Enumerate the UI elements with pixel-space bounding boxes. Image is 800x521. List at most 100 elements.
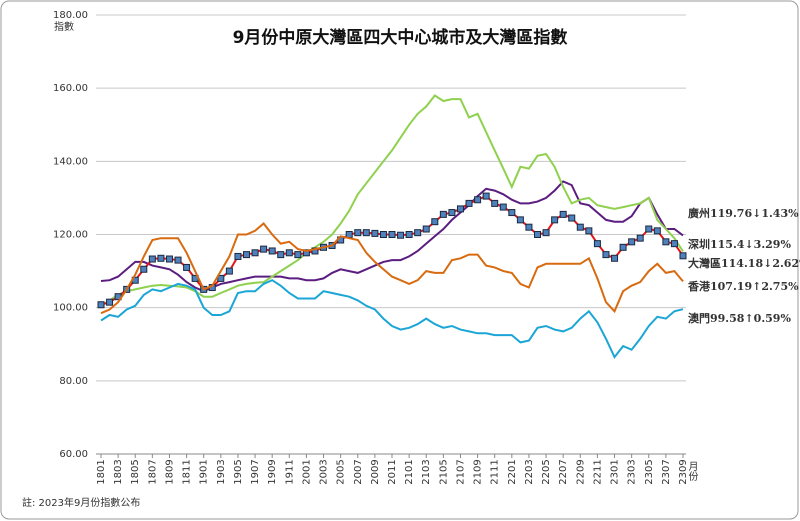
- x-tick-label: 1811: [182, 459, 193, 484]
- point-marker: [551, 216, 559, 224]
- point-marker: [294, 251, 302, 259]
- point-marker: [636, 234, 644, 242]
- point-marker: [516, 216, 524, 224]
- footnote: 註: 2023年9月份指數公布: [22, 496, 140, 509]
- x-tick-label: 2109: [473, 459, 484, 484]
- point-marker: [414, 229, 422, 237]
- x-tick-label: 2211: [592, 459, 603, 484]
- point-marker: [576, 223, 584, 231]
- point-marker: [106, 298, 114, 306]
- point-marker: [653, 227, 661, 235]
- point-marker: [234, 252, 242, 260]
- x-tick-label: 2007: [353, 459, 364, 484]
- y-tick-label: 180.00: [53, 10, 88, 21]
- point-marker: [456, 205, 464, 213]
- series-line: [100, 94, 684, 307]
- point-marker: [585, 227, 593, 235]
- point-marker: [397, 231, 405, 239]
- point-marker: [628, 238, 636, 246]
- x-tick-label: 2101: [404, 459, 415, 484]
- x-tick-label: 1809: [164, 459, 175, 484]
- x-tick-label: 2201: [507, 459, 518, 484]
- point-marker: [277, 251, 285, 259]
- point-marker: [491, 199, 499, 207]
- point-marker: [645, 225, 653, 233]
- point-marker: [183, 263, 191, 271]
- point-marker: [499, 203, 507, 211]
- x-tick-label: 2011: [387, 459, 398, 484]
- x-tick-label: 1909: [267, 459, 278, 484]
- point-marker: [217, 274, 225, 282]
- point-marker: [174, 256, 182, 264]
- series-label: 澳門99.58↑0.59%: [688, 311, 791, 325]
- point-marker: [148, 255, 156, 263]
- point-marker: [568, 214, 576, 222]
- y-axis-label: 指數: [54, 20, 74, 33]
- point-marker: [268, 247, 276, 255]
- y-tick-label: 140.00: [53, 156, 88, 167]
- x-tick-label: 2103: [421, 459, 432, 484]
- point-marker: [285, 249, 293, 257]
- point-marker: [379, 231, 387, 238]
- point-marker: [679, 252, 687, 260]
- x-tick-label: 1907: [250, 459, 261, 484]
- y-tick-label: 120.00: [53, 230, 88, 241]
- series-label: 廣州119.76↓1.43%: [688, 206, 799, 220]
- point-marker: [422, 225, 430, 233]
- x-tick-label: 1801: [96, 459, 107, 484]
- x-axis-label: 月份: [686, 461, 698, 482]
- point-marker: [388, 231, 396, 238]
- x-tick-label: 2205: [541, 459, 552, 484]
- point-marker: [525, 223, 533, 231]
- x-tick-label: 1903: [216, 459, 227, 484]
- x-tick-label: 2003: [319, 459, 330, 484]
- point-marker: [448, 209, 456, 217]
- x-tick-label: 2309: [678, 459, 689, 484]
- x-tick-label: 2005: [336, 459, 347, 484]
- x-tick-label: 2105: [438, 459, 449, 484]
- point-marker: [165, 255, 173, 263]
- y-tick-label: 60.00: [59, 449, 88, 460]
- y-tick-label: 100.00: [53, 303, 88, 314]
- x-tick-label: 2107: [455, 459, 466, 484]
- point-marker: [362, 229, 370, 237]
- point-marker: [251, 249, 259, 257]
- point-marker: [611, 254, 619, 262]
- point-marker: [243, 251, 250, 259]
- x-tick-label: 2207: [558, 459, 569, 484]
- x-tick-label: 2303: [627, 459, 638, 484]
- x-tick-label: 2209: [575, 459, 586, 484]
- point-marker: [602, 251, 610, 259]
- y-tick-label: 80.00: [59, 376, 88, 387]
- series-line: [100, 222, 684, 315]
- point-marker: [260, 245, 268, 253]
- series-line: [100, 180, 684, 293]
- x-tick-label: 2307: [661, 459, 672, 484]
- point-marker: [345, 231, 353, 238]
- x-tick-label: 2111: [490, 459, 501, 484]
- x-tick-label: 2301: [610, 459, 621, 484]
- x-tick-label: 1805: [130, 459, 141, 484]
- point-marker: [405, 231, 413, 238]
- point-marker: [302, 249, 310, 257]
- x-tick-label: 1905: [233, 459, 244, 484]
- x-tick-label: 1803: [113, 459, 124, 484]
- point-marker: [465, 199, 473, 207]
- series-label: 大灣區114.18↓2.62%: [688, 256, 800, 270]
- point-marker: [534, 231, 541, 238]
- point-marker: [662, 238, 670, 246]
- x-tick-label: 2001: [301, 459, 312, 484]
- point-marker: [559, 210, 567, 218]
- x-tick-label: 1911: [284, 459, 295, 484]
- point-marker: [311, 247, 319, 255]
- point-marker: [542, 229, 550, 237]
- point-marker: [619, 243, 627, 251]
- point-marker: [508, 209, 516, 217]
- x-tick-label: 1901: [199, 459, 210, 484]
- chart-title: 9月份中原大灣區四大中心城市及大灣區指數: [233, 27, 568, 48]
- point-marker: [593, 240, 601, 248]
- x-tick-label: 2203: [524, 459, 535, 484]
- point-marker: [140, 265, 148, 273]
- x-tick-label: 2305: [644, 459, 655, 484]
